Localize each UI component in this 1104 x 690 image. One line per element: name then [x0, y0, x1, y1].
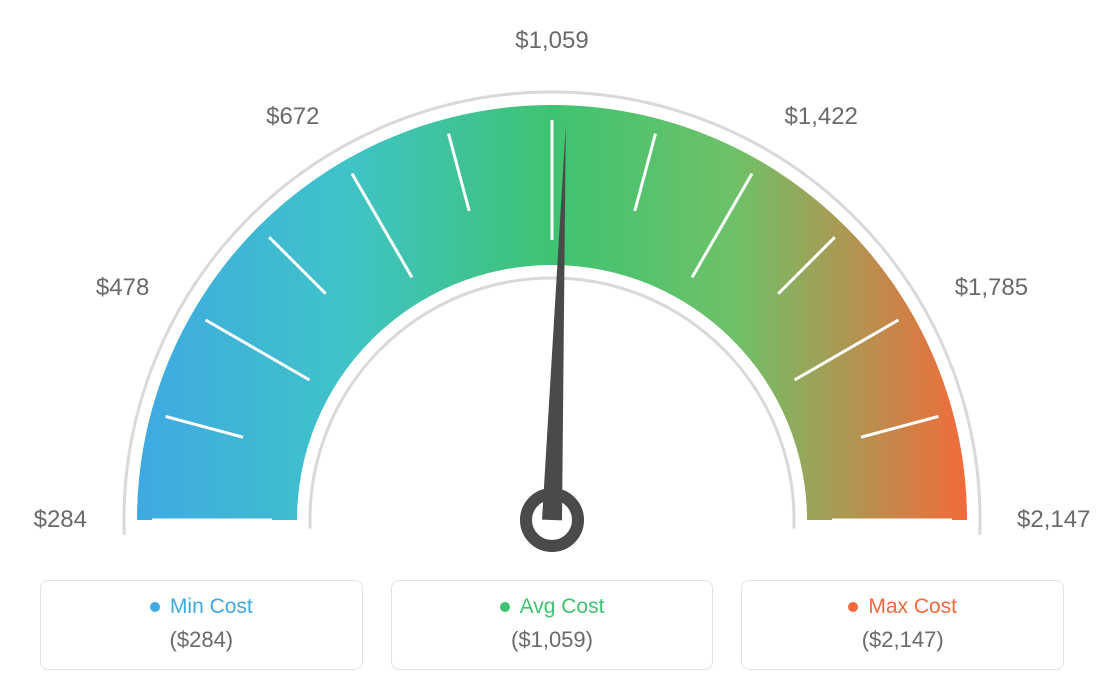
- scale-label: $2,147: [1017, 506, 1090, 534]
- legend-max-label: Max Cost: [868, 595, 957, 619]
- scale-label: $1,422: [785, 103, 858, 131]
- scale-label: $284: [34, 506, 87, 534]
- scale-label: $478: [96, 274, 149, 302]
- legend-avg-value: ($1,059): [402, 627, 703, 653]
- legend-row: Min Cost ($284) Avg Cost ($1,059) Max Co…: [0, 580, 1104, 670]
- legend-min-card: Min Cost ($284): [40, 580, 363, 670]
- legend-min-dot: [150, 602, 160, 612]
- legend-avg-card: Avg Cost ($1,059): [391, 580, 714, 670]
- legend-min-value: ($284): [51, 627, 352, 653]
- legend-avg-title: Avg Cost: [500, 595, 605, 619]
- legend-min-label: Min Cost: [170, 595, 253, 619]
- scale-label: $1,785: [955, 274, 1028, 302]
- legend-max-value: ($2,147): [752, 627, 1053, 653]
- legend-max-dot: [848, 602, 858, 612]
- cost-gauge-chart: $284 $478 $672 $1,059 $1,422 $1,785 $2,147 Min…: [0, 0, 1104, 690]
- legend-avg-dot: [500, 602, 510, 612]
- legend-max-card: Max Cost ($2,147): [741, 580, 1064, 670]
- scale-label: $1,059: [515, 27, 588, 55]
- gauge-svg: [77, 50, 1027, 570]
- legend-min-title: Min Cost: [150, 595, 253, 619]
- legend-max-title: Max Cost: [848, 595, 957, 619]
- gauge-area: $284 $478 $672 $1,059 $1,422 $1,785 $2,147: [0, 0, 1104, 560]
- legend-avg-label: Avg Cost: [520, 595, 605, 619]
- scale-label: $672: [266, 103, 319, 131]
